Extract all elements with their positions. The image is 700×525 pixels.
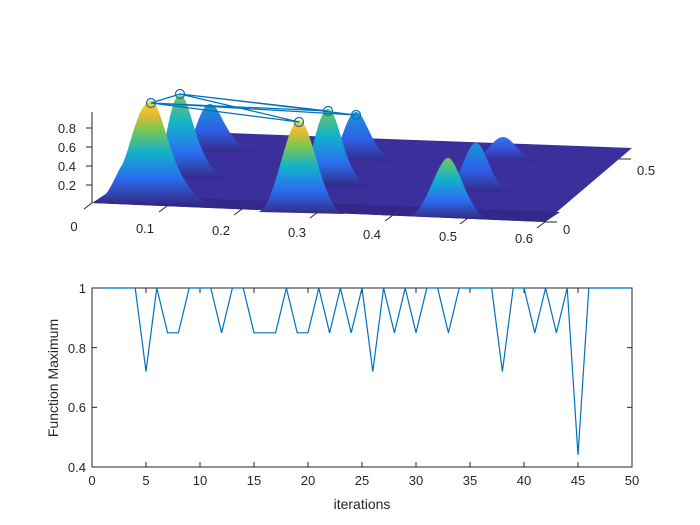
maximum-marker [350,109,362,121]
x-tick-label: 45 [571,473,585,488]
z-axis [86,112,93,203]
z-tick-label: 0.8 [58,121,76,136]
x-tick-label: 35 [463,473,477,488]
x-tick-label: 50 [625,473,639,488]
surface-peak [95,101,210,204]
maximum-marker [322,105,334,117]
surface-peak [445,143,512,192]
function-maximum-line [102,287,632,456]
surface-peak [178,104,260,152]
x-tick-label: 0.2 [212,223,230,238]
y-tick-label: 0 [563,222,570,237]
x-tick-label: 0 [88,473,95,488]
x-tick-label: 0.6 [515,231,533,246]
y-axis [545,158,631,223]
y-tick-label: 0.4 [68,460,86,475]
surface-plot: 0.8 0.6 0.4 0.2 0 0.1 0.2 0.3 0.4 0.5 0.… [58,88,655,246]
x-tick-label: 20 [301,473,315,488]
maximum-marker [145,97,157,109]
maxima-path [145,88,362,128]
x-axis-label: iterations [334,496,391,512]
y-tick-label: 0.8 [68,341,86,356]
x-tick-label: 0.3 [288,225,306,240]
y-axis-label: Function Maximum [45,319,61,437]
maximum-marker [293,116,305,128]
z-tick-label: 0.6 [58,140,76,155]
x-axis [83,202,546,229]
y-tick-label: 1 [79,281,86,296]
z-tick-label: 0.4 [58,159,76,174]
y-tick-label: 0.5 [637,163,655,178]
x-tick-label: 5 [142,473,149,488]
surface-peak [470,137,540,162]
y-tick-label: 0.6 [68,400,86,415]
x-tick-label: 30 [409,473,423,488]
x-tick-label: 25 [355,473,369,488]
x-tick-label: 15 [247,473,261,488]
surface-peak [410,158,488,218]
plot-area [91,287,633,468]
x-tick-label: 0.5 [439,229,457,244]
x-tick-label: 10 [193,473,207,488]
x-tick-label: 0.1 [136,221,154,236]
maximum-marker [174,88,186,100]
x-tick-label: 0 [70,219,77,234]
x-tick-label: 0.4 [363,227,381,242]
x-tick-label: 40 [517,473,531,488]
line-plot: 0 5 10 15 20 25 30 35 40 45 50 1 0.8 0.6… [45,281,639,512]
z-tick-label: 0.2 [58,178,76,193]
surface-peak [258,120,345,214]
